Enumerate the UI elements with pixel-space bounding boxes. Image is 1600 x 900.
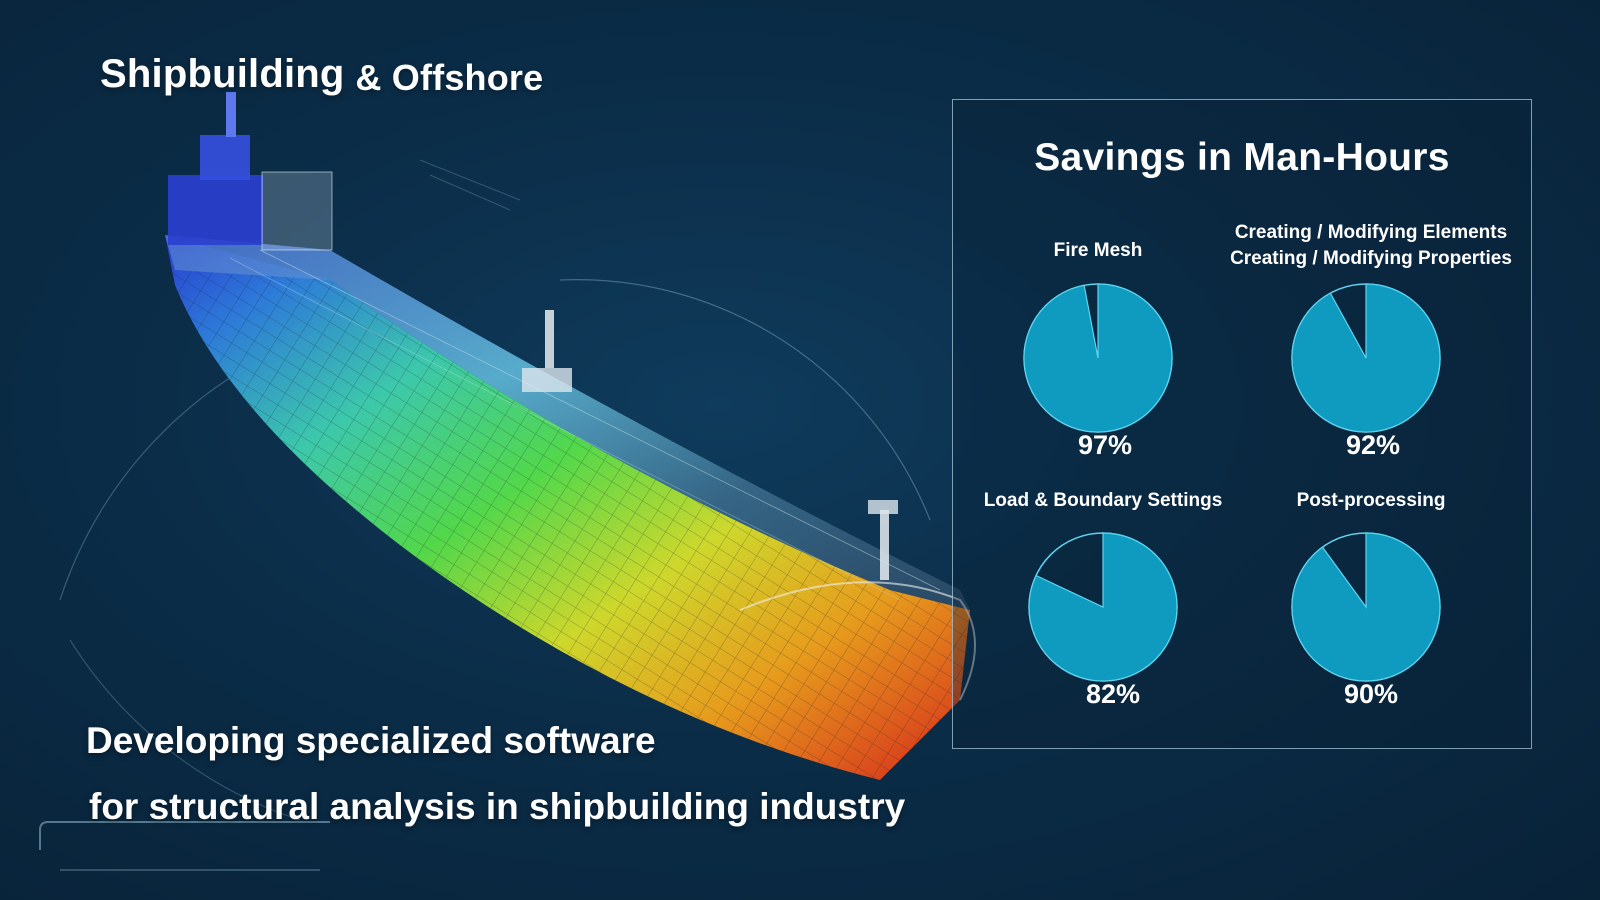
pie-slice-savings <box>1023 283 1173 433</box>
data-label-post-processing: 90% <box>1343 679 1399 709</box>
chart-label-fire-mesh: Fire Mesh <box>953 238 1243 264</box>
pie-slice-savings <box>1291 283 1441 433</box>
pie-slice-savings <box>1291 532 1441 682</box>
chart-label-elements-properties: Creating / Modifying Elements Creating /… <box>1226 220 1516 272</box>
tagline-line-2: for structural analysis in shipbuilding … <box>89 786 906 827</box>
chart-label-line: Creating / Modifying Properties <box>1230 248 1512 269</box>
chart-label-post-processing: Post-processing <box>1226 488 1516 514</box>
chart-label-line: Creating / Modifying Elements <box>1234 222 1508 243</box>
chart-label-line: Post-processing <box>1296 490 1446 511</box>
title-secondary: & Offshore <box>355 57 544 98</box>
page-title: Shipbuilding & Offshore <box>100 52 544 98</box>
tagline-line-1: Developing specialized software <box>86 720 656 761</box>
data-label-load-boundary: 82% <box>1085 679 1141 709</box>
chart-label-line: Fire Mesh <box>1053 240 1143 261</box>
chart-label-load-boundary: Load & Boundary Settings <box>958 488 1248 514</box>
pie-chart-post-processing <box>1291 532 1441 682</box>
pie-slice-savings <box>1028 532 1178 682</box>
chart-title: Savings in Man-Hours <box>1034 136 1450 179</box>
title-primary: Shipbuilding <box>100 52 345 96</box>
pie-chart-elements-properties <box>1291 283 1441 433</box>
savings-panel: Savings in Man-Hours Fire Mesh Creating … <box>952 99 1532 749</box>
pie-chart-fire-mesh <box>1023 283 1173 433</box>
pie-chart-load-boundary <box>1028 532 1178 682</box>
chart-label-line: Load & Boundary Settings <box>983 490 1223 511</box>
data-label-elements-properties: 92% <box>1345 430 1401 460</box>
data-label-fire-mesh: 97% <box>1077 430 1133 460</box>
